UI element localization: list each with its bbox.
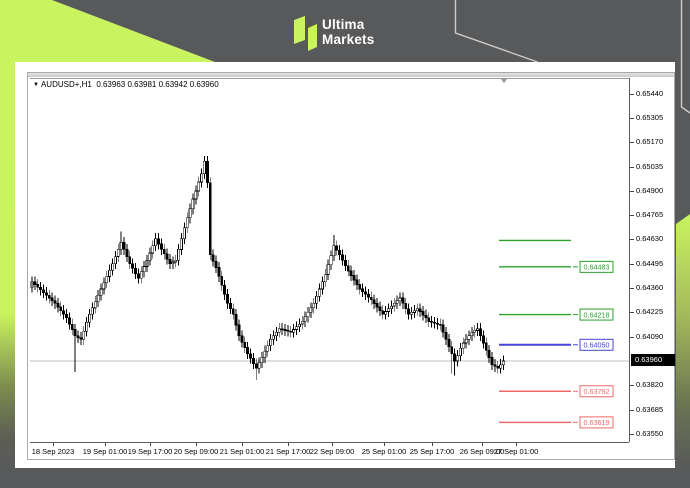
price-tick bbox=[630, 263, 634, 265]
brand-line2: Markets bbox=[322, 32, 375, 47]
level-label-box bbox=[579, 338, 614, 351]
lime-triangle-decor bbox=[0, 0, 215, 62]
time-axis[interactable]: 18 Sep 2023 19 Sep 01:00 19 Sep 17:00 20 Se… bbox=[30, 442, 629, 460]
brand-line1: Ultima bbox=[322, 17, 365, 32]
price-tick bbox=[630, 239, 634, 241]
time-tick bbox=[332, 443, 333, 446]
price-tick bbox=[630, 336, 634, 338]
candles bbox=[30, 155, 505, 380]
time-tick-label: 18 Sep 2023 bbox=[31, 447, 75, 456]
time-tick bbox=[196, 443, 197, 446]
price-tick-label: 0.63550 bbox=[636, 428, 664, 438]
level-label: 0.63792 bbox=[584, 387, 610, 396]
brand-wordmark: Ultima Markets bbox=[322, 17, 374, 47]
price-tick-label: 0.65035 bbox=[636, 161, 664, 171]
price-tick bbox=[630, 288, 634, 289]
time-tick-label: 27 Sep 01:00 bbox=[493, 447, 539, 456]
price-tick-label: 0.64360 bbox=[636, 283, 664, 292]
price-tick bbox=[630, 117, 634, 119]
price-tick bbox=[630, 215, 634, 217]
price-tick-label: 0.64630 bbox=[636, 234, 664, 244]
price-tick-label: 0.64765 bbox=[636, 210, 664, 220]
chart-shift-marker-icon bbox=[500, 78, 508, 83]
time-tick-label: 19 Sep 17:00 bbox=[127, 447, 173, 456]
time-tick-label: 26 Sep 09:00 bbox=[459, 447, 505, 456]
chart-window: ▼ AUDUSD+,H1 0.63963 0.63981 0.63942 0.63… bbox=[27, 72, 675, 460]
time-tick bbox=[432, 443, 433, 446]
price-tick bbox=[630, 93, 634, 95]
price-tick bbox=[630, 142, 634, 144]
candlestick-plot[interactable]: 0.64483 0.64218 0.64050 0.63792 0.63619 bbox=[30, 78, 629, 443]
level-label: 0.63619 bbox=[584, 418, 610, 427]
price-tick-label: 0.64090 bbox=[636, 331, 664, 341]
price-axis[interactable]: 0.65440 0.65305 0.65170 0.65035 0.64900 0.647… bbox=[629, 78, 675, 442]
time-tick-label: 25 Sep 01:00 bbox=[361, 447, 407, 456]
time-tick bbox=[53, 443, 54, 446]
price-tick bbox=[630, 166, 634, 168]
time-tick bbox=[150, 443, 151, 446]
price-tick-label: 0.64495 bbox=[636, 258, 664, 268]
time-tick bbox=[242, 443, 243, 446]
price-tick-label: 0.65305 bbox=[636, 112, 664, 122]
left-lime-strip bbox=[0, 62, 15, 468]
time-tick bbox=[105, 443, 106, 446]
time-tick-label: 22 Sep 09:00 bbox=[309, 447, 355, 456]
level-label: 0.64050 bbox=[584, 341, 610, 350]
price-tick bbox=[630, 190, 634, 192]
price-tick bbox=[630, 385, 634, 387]
brand-logo-icon bbox=[294, 16, 317, 51]
time-tick bbox=[516, 443, 517, 446]
price-tick bbox=[630, 409, 634, 411]
price-tick-label: 0.64225 bbox=[636, 307, 664, 317]
level-label-box bbox=[579, 308, 614, 321]
time-tick-label: 21 Sep 17:00 bbox=[265, 447, 311, 456]
price-tick-label: 0.63820 bbox=[636, 380, 664, 390]
right-lime-blob bbox=[676, 214, 690, 468]
bottom-banner bbox=[0, 468, 690, 488]
price-tick bbox=[630, 312, 634, 314]
level-label-box bbox=[579, 385, 614, 398]
time-tick bbox=[288, 443, 289, 446]
price-tick-label: 0.65170 bbox=[636, 137, 664, 147]
level-label: 0.64483 bbox=[584, 263, 610, 272]
time-tick-label: 20 Sep 09:00 bbox=[173, 447, 219, 456]
time-tick bbox=[482, 443, 483, 446]
level-label-box bbox=[579, 416, 614, 429]
time-tick bbox=[384, 443, 385, 446]
window-chrome bbox=[28, 73, 674, 77]
outline-chevron-icon bbox=[454, 0, 538, 63]
price-tick-label: 0.64900 bbox=[636, 185, 664, 195]
time-tick-label: 25 Sep 17:00 bbox=[409, 447, 455, 456]
level-label-box bbox=[579, 260, 614, 273]
time-tick-label: 19 Sep 01:00 bbox=[82, 447, 128, 456]
outline-chevron-icon bbox=[680, 0, 690, 114]
level-label: 0.64218 bbox=[584, 310, 610, 319]
price-tick bbox=[630, 433, 634, 435]
price-tick-label: 0.63685 bbox=[636, 404, 664, 414]
time-tick-label: 21 Sep 01:00 bbox=[219, 447, 265, 456]
current-price-badge: 0.63960 bbox=[631, 354, 675, 366]
price-tick-label: 0.65440 bbox=[636, 88, 664, 98]
